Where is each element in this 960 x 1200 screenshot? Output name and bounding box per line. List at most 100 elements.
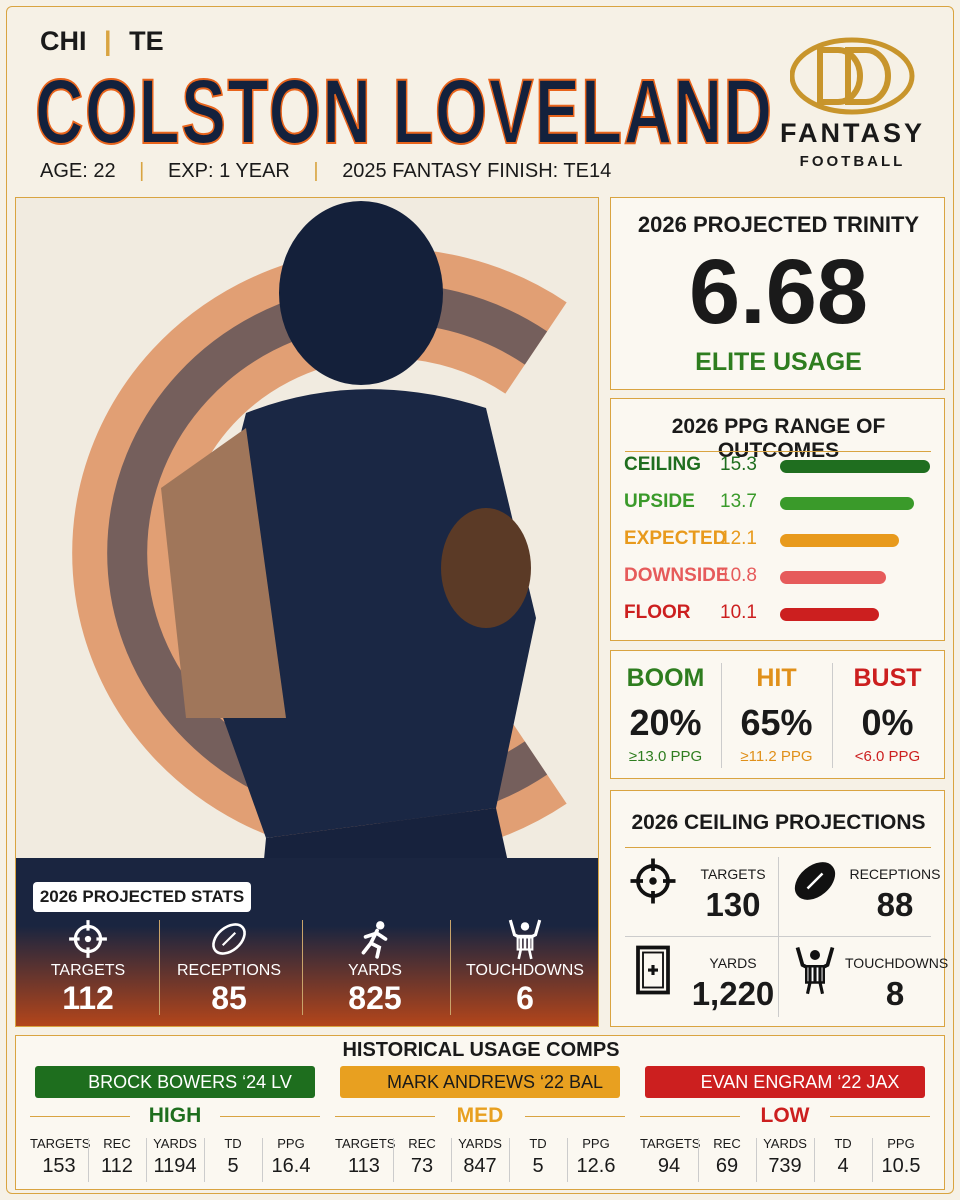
fantasy-finish: 2025 FANTASY FINISH: TE14: [342, 160, 612, 182]
range-label: UPSIDE: [624, 491, 695, 512]
icon: [212, 923, 246, 955]
ceiling-value: 130: [705, 886, 761, 923]
divider: [832, 663, 833, 768]
comp-stat: 5: [227, 1155, 239, 1177]
ceiling-label: TARGETS: [700, 866, 766, 882]
comp-player: BROCK BOWERS ‘24 LV: [35, 1066, 315, 1098]
range-label: FLOOR: [624, 602, 691, 623]
ceiling-label: YARDS: [709, 955, 757, 971]
trinity-title: 2026 PROJECTED TRINITY: [637, 212, 920, 237]
comp-column-label: REC: [103, 1136, 131, 1151]
stat-value: 112: [62, 980, 114, 1016]
divider: [393, 1138, 394, 1182]
ceiling-label: RECEPTIONS: [849, 866, 941, 882]
comp-stat: 153: [42, 1155, 76, 1177]
player-info: AGE: 22 | EXP: 1 YEAR | 2025 FANTASY FIN…: [40, 160, 612, 182]
comp-tier: LOW: [760, 1104, 810, 1127]
range-value: 12.1: [720, 528, 757, 549]
comp-stat: 113: [348, 1155, 380, 1177]
range-value: 13.7: [720, 491, 757, 512]
divider: [146, 1138, 147, 1182]
ceiling-value: 1,220: [691, 975, 775, 1012]
stat-value: 6: [516, 980, 534, 1016]
comp-column-label: TARGETS: [640, 1136, 701, 1151]
divider: [756, 1138, 757, 1182]
range-bar: [780, 497, 915, 510]
divider: [872, 1138, 873, 1182]
stat-value: 825: [348, 980, 402, 1016]
comp-tier: MED: [456, 1104, 504, 1127]
comp-column-label: REC: [408, 1136, 436, 1151]
outcome-label: BOOM: [626, 664, 705, 692]
comps-panel: HISTORICAL USAGE COMPS: [15, 1035, 945, 1190]
comp-column-label: TARGETS: [30, 1136, 91, 1151]
divider: [220, 1116, 320, 1117]
outcome-percent: 20%: [629, 702, 702, 743]
comp-column-label: TD: [529, 1136, 547, 1151]
experience: EXP: 1 YEAR: [167, 160, 290, 182]
divider: [30, 1116, 130, 1117]
comp-stat: 1194: [153, 1155, 197, 1177]
divider: [830, 1116, 930, 1117]
outcomes-panel: [610, 650, 945, 779]
range-label: EXPECTED: [624, 528, 727, 549]
range-value: 15.3: [720, 454, 757, 475]
divider: [567, 1138, 568, 1182]
range-bar: [780, 534, 899, 547]
divider: [158, 920, 160, 1015]
icon: [508, 919, 542, 960]
position: TE: [129, 26, 164, 56]
outcome-threshold: <6.0 PPG: [854, 748, 921, 765]
trinity-panel: 2026 PROJECTED TRINITY 6.68 ELITE USAGE: [610, 197, 945, 390]
comp-column-label: REC: [713, 1136, 741, 1151]
team: CHI: [40, 26, 87, 56]
comp-player: MARK ANDREWS ‘22 BAL: [340, 1066, 620, 1098]
divider: [698, 1138, 699, 1182]
range-bar: [780, 608, 879, 621]
range-value: 10.1: [720, 602, 757, 623]
comp-tier: HIGH: [148, 1104, 202, 1127]
divider: [451, 1138, 452, 1182]
divider: [302, 920, 303, 1015]
icon: [69, 920, 107, 958]
comp-player: EVAN ENGRAM ‘22 JAX: [645, 1066, 925, 1098]
team-position: CHI | TE: [40, 26, 164, 56]
comp-column-label: YARDS: [763, 1136, 807, 1151]
comps-title: HISTORICAL USAGE COMPS: [342, 1039, 620, 1061]
comp-column-label: PPG: [582, 1136, 610, 1151]
stat-label: YARDS: [348, 962, 402, 979]
divider: [450, 920, 451, 1015]
comp-stat: 73: [410, 1155, 434, 1177]
range-bar: [780, 460, 930, 473]
comp-stat: 5: [532, 1155, 544, 1177]
comp-column-label: PPG: [277, 1136, 305, 1151]
trinity-value: 6.68: [688, 241, 869, 343]
player-illustration: [72, 201, 567, 998]
icon: [630, 858, 676, 904]
logo-line1: FANTASY: [779, 118, 925, 148]
divider: [625, 847, 931, 848]
logo-ball: [790, 37, 915, 115]
player-name: COLSTON LOVELAND: [34, 61, 774, 163]
divider: [778, 857, 779, 1017]
stat-label: TOUCHDOWNS: [466, 962, 584, 979]
range-label: DOWNSIDE: [624, 565, 729, 586]
divider: [509, 1138, 510, 1182]
divider: [814, 1138, 815, 1182]
divider: [640, 1116, 740, 1117]
age: AGE: 22: [40, 160, 116, 182]
stat-value: 85: [211, 980, 247, 1016]
icon: [794, 862, 836, 900]
comp-stat: 112: [101, 1155, 133, 1177]
ceiling-title: 2026 CEILING PROJECTIONS: [631, 811, 926, 834]
outcome-threshold: ≥11.2 PPG: [740, 748, 813, 765]
comp-column-label: PPG: [887, 1136, 915, 1151]
outcome-label: HIT: [756, 664, 797, 692]
stat-label: TARGETS: [50, 962, 126, 979]
range-label: CEILING: [624, 454, 702, 475]
comp-stat: 4: [837, 1155, 849, 1177]
divider: [88, 1138, 89, 1182]
range-bar: [780, 571, 886, 584]
icon: [636, 945, 670, 995]
